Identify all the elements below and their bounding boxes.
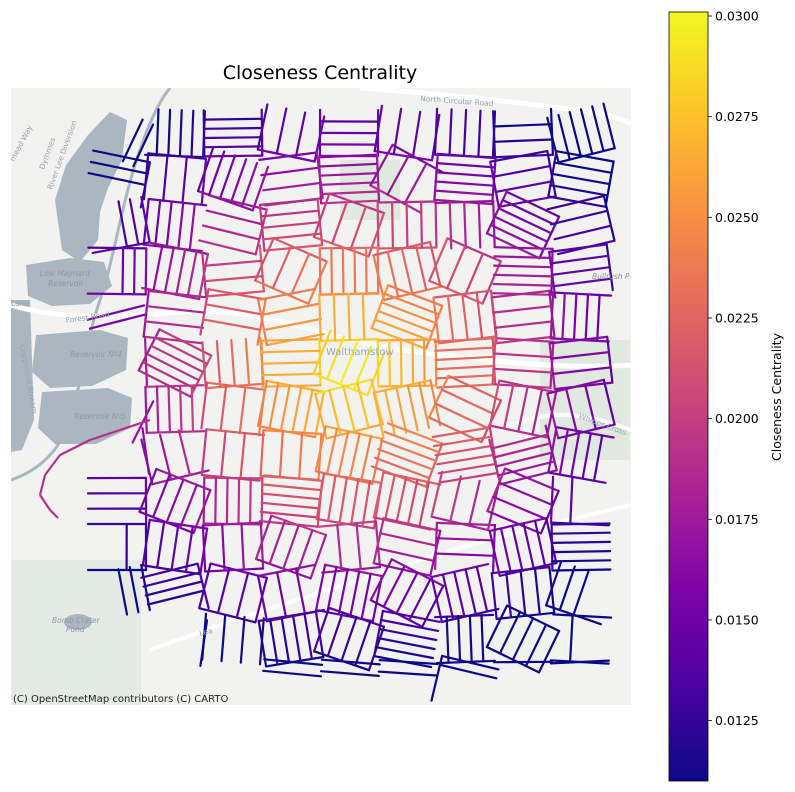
- street-segment: [204, 156, 262, 157]
- street-segment: [88, 248, 146, 249]
- colorbar: 0.0125 0.0150 0.0175 0.0200 0.0225 0.0250 0.02…: [669, 9, 784, 781]
- street-segment: [204, 119, 262, 120]
- colorbar-tick-label: 0.0125: [715, 713, 759, 728]
- street-segment: [320, 248, 378, 249]
- street-segment: [157, 387, 158, 433]
- label-reservoir: Reservoir: [48, 279, 85, 288]
- street-segment: [169, 386, 170, 432]
- street-segment: [262, 374, 320, 375]
- colorbar-tick-label: 0.0150: [715, 612, 759, 627]
- label-reservoir-4: Reservoir Nº4: [70, 350, 122, 359]
- street-segment: [493, 201, 495, 247]
- street-segment: [204, 137, 262, 138]
- map-attribution: (C) OpenStreetMap contributors (C) CARTO: [13, 694, 228, 705]
- colorbar-ticks: 0.0125 0.0150 0.0175 0.0200 0.0225 0.0250 0.02…: [708, 9, 759, 729]
- label-reservoir-5: Reservoir Nº5: [74, 412, 126, 421]
- street-segment: [204, 478, 205, 524]
- street-segment: [262, 478, 263, 524]
- label-lane: Lane: [11, 299, 30, 308]
- street-segment: [366, 248, 367, 294]
- label-pond: Pond: [66, 625, 85, 634]
- street-segment: [552, 570, 610, 571]
- street-segment: [215, 478, 216, 524]
- street-segment: [239, 478, 240, 524]
- label-bullrush: Bullrush P: [592, 272, 630, 281]
- street-segment: [378, 203, 379, 249]
- street-segment: [227, 478, 228, 524]
- street-segment: [363, 294, 364, 340]
- street-segment: [134, 248, 135, 294]
- street-segment: [145, 387, 146, 433]
- street-segment: [413, 340, 414, 386]
- street-segment: [334, 295, 335, 341]
- colorbar-tick-label: 0.0225: [715, 310, 759, 325]
- colorbar-label: Closeness Centrality: [769, 332, 784, 461]
- street-segment: [552, 542, 610, 543]
- street-segment: [348, 294, 349, 340]
- street-segment: [204, 110, 205, 156]
- colorbar-tick-label: 0.0200: [715, 411, 759, 426]
- colorbar-tick-label: 0.0300: [715, 9, 759, 24]
- street-segment: [436, 202, 437, 248]
- street-segment: [123, 248, 124, 294]
- colorbar-tick-label: 0.0275: [715, 109, 759, 124]
- street-segment: [378, 340, 436, 341]
- street-segment: [355, 248, 356, 294]
- street-segment: [180, 386, 181, 432]
- label-low-maynard: Low Maynard: [40, 269, 90, 278]
- colorbar-tick-label: 0.0250: [715, 210, 759, 225]
- street-segment: [204, 478, 262, 479]
- map-panel: North Circular Road Low Maynard Reservoi…: [8, 88, 631, 705]
- street-segment: [250, 478, 251, 524]
- street-segment: [88, 294, 146, 295]
- street-segment: [424, 340, 425, 386]
- street-segment: [320, 248, 321, 294]
- street-segment: [552, 525, 553, 571]
- street-segment: [192, 386, 193, 432]
- street-segment: [552, 524, 610, 525]
- street-segment: [407, 202, 408, 248]
- street-segment: [421, 202, 422, 248]
- street-segment: [262, 351, 320, 352]
- chart-title: Closeness Centrality: [223, 62, 417, 84]
- street-segment: [146, 248, 147, 294]
- street-segment: [204, 128, 262, 129]
- colorbar-tick-label: 0.0175: [715, 512, 759, 527]
- colorbar-gradient: [669, 12, 708, 781]
- street-segment: [319, 295, 320, 341]
- street-segment: [392, 202, 393, 248]
- street-segment: [262, 339, 320, 340]
- street-segment: [262, 362, 320, 363]
- label-walthamstow: Walthamstow: [326, 347, 394, 358]
- street-segment: [552, 533, 610, 534]
- street-segment: [401, 340, 402, 386]
- street-segment: [552, 551, 610, 552]
- label-bomb-crater: Bomb Crater: [52, 616, 101, 625]
- street-segment: [343, 248, 344, 294]
- street-segment: [331, 248, 332, 294]
